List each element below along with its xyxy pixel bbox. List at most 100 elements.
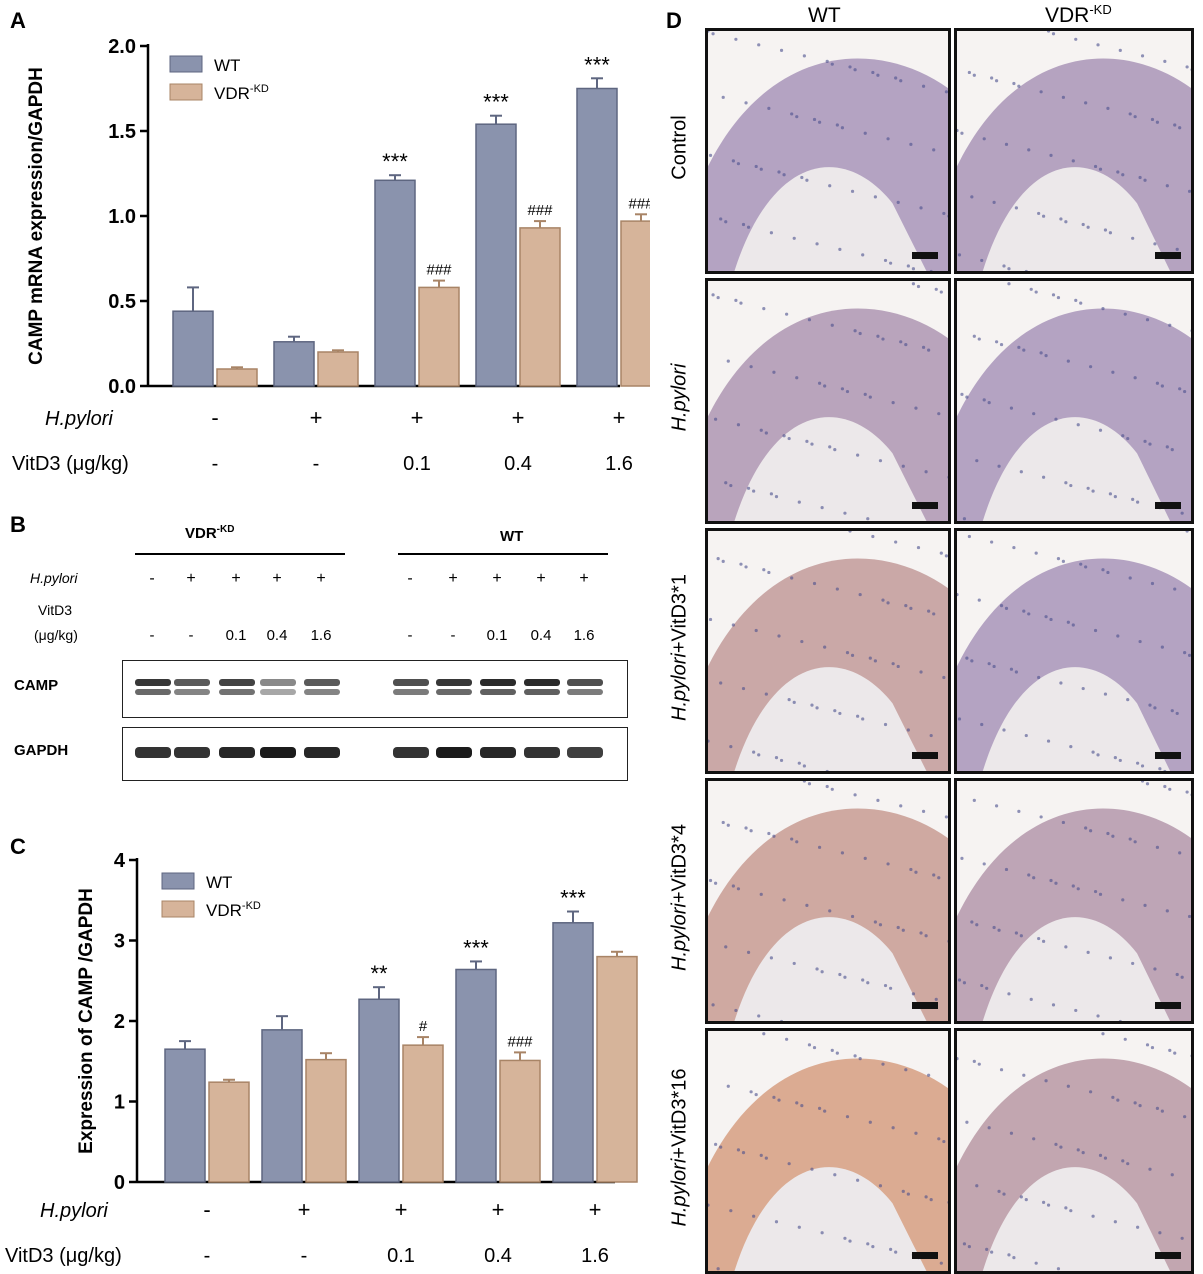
- y-tick-label: 0.5: [108, 291, 136, 313]
- blot-vitd3-label: VitD3: [38, 602, 72, 618]
- panel-letter-a: A: [10, 8, 26, 33]
- hpylori-row-label: H.pylori: [40, 1200, 108, 1222]
- significance-label: ###: [628, 195, 650, 212]
- blot-vitd3-value: 0.1: [486, 627, 508, 644]
- hpylori-value: +: [492, 1197, 505, 1222]
- histology-image-vdr-kd: [954, 778, 1194, 1024]
- legend-label: WT: [206, 873, 232, 892]
- gapdh-band: [304, 747, 340, 758]
- histology-image-wt: [705, 278, 951, 524]
- gapdh-band: [393, 747, 429, 758]
- vitd3-value: 1.6: [605, 453, 633, 475]
- scale-bar: [1155, 752, 1181, 759]
- gapdh-band: [219, 747, 255, 758]
- blot-vitd3-value: -: [450, 627, 456, 644]
- nuclei: [957, 781, 1191, 1021]
- camp-band-upper: [480, 679, 516, 686]
- tissue-section: [957, 781, 1191, 1021]
- histology-image-wt: [705, 528, 951, 774]
- tissue-section: [957, 1031, 1191, 1271]
- vitd3-value: -: [204, 1245, 211, 1267]
- histology-image-vdr-kd: [954, 278, 1194, 524]
- panel-letter-b: B: [10, 512, 26, 537]
- hpylori-value: -: [211, 405, 218, 430]
- significance-label: ***: [560, 886, 586, 911]
- histology-image-vdr-kd: [954, 1028, 1194, 1274]
- bar-wt: [374, 179, 416, 387]
- gapdh-band: [524, 747, 560, 758]
- blot-box-camp: [122, 660, 628, 718]
- significance-label: ###: [507, 1033, 533, 1050]
- blot-hpylori-value: +: [231, 570, 241, 587]
- blot-hpylori-value: -: [407, 570, 413, 587]
- gapdh-blot-bands: [135, 747, 603, 758]
- tissue-section: [957, 281, 1191, 521]
- y-tick-label: 1: [114, 1092, 125, 1114]
- significance-label: **: [370, 961, 388, 986]
- tissue-section: [957, 531, 1191, 771]
- y-tick-label: 1.0: [108, 206, 136, 228]
- submucosa-region: [734, 167, 927, 271]
- gapdh-band: [567, 747, 603, 758]
- legend-label: VDR-KD: [206, 900, 261, 920]
- camp-band-upper: [174, 679, 210, 686]
- camp-band-upper: [393, 679, 429, 686]
- histology-image-vdr-kd: [954, 528, 1194, 774]
- bar-vdr-kd: [620, 220, 650, 387]
- significance-label: ***: [483, 90, 509, 115]
- blot-vitd3-value: 1.6: [573, 627, 595, 644]
- hpylori-value: +: [298, 1197, 311, 1222]
- histology-image-vdr-kd: [954, 28, 1194, 274]
- histo-row-label: H.pylori+VitD3*4: [668, 824, 691, 971]
- blot-hpylori-value: +: [316, 570, 326, 587]
- chart-c: Expression of CAMP /GAPDH 0 1 2 3 4 - - + - ** # +0.…: [5, 850, 638, 1267]
- legend-swatch-vdr-kd: [161, 900, 195, 918]
- blot-hpylori-label: H.pylori: [30, 570, 78, 586]
- significance-label: ###: [426, 262, 452, 279]
- histology-image-wt: [705, 28, 951, 274]
- submucosa-region: [734, 417, 927, 521]
- bar-wt: [455, 968, 497, 1183]
- y-tick-label: 4: [114, 850, 126, 872]
- bar-wt: [475, 123, 517, 387]
- submucosa-region: [982, 917, 1171, 1021]
- camp-blot-bands: [135, 679, 603, 695]
- blot-vitd3-value: -: [407, 627, 413, 644]
- panel-letter-d: D: [666, 8, 682, 33]
- scale-bar: [912, 502, 938, 509]
- y-tick-label: 1.5: [108, 121, 136, 143]
- tissue-section: [708, 281, 948, 521]
- bar-vdr-kd: [216, 368, 258, 387]
- bar-wt: [273, 341, 315, 387]
- blot-vitd3-value: 0.1: [225, 627, 247, 644]
- blot-vitd3-value: -: [149, 627, 155, 644]
- hpylori-value: +: [613, 405, 626, 430]
- camp-band-upper: [219, 679, 255, 686]
- gapdh-band: [174, 747, 210, 758]
- significance-label: ***: [584, 52, 610, 77]
- camp-band-lower: [567, 689, 603, 695]
- tissue-section: [708, 31, 948, 271]
- histo-row-label: Control: [668, 115, 691, 180]
- hpylori-value: +: [411, 405, 424, 430]
- camp-band-upper: [260, 679, 296, 686]
- bar-vdr-kd: [596, 955, 638, 1183]
- tissue-section: [708, 781, 948, 1021]
- blot-hpylori-value: +: [579, 570, 589, 587]
- bar-vdr-kd: [499, 1059, 541, 1183]
- vitd3-value: 0.4: [484, 1245, 512, 1267]
- camp-band-lower: [219, 689, 255, 695]
- camp-band-lower: [436, 689, 472, 695]
- tissue-section: [708, 1031, 948, 1271]
- submucosa-region: [982, 167, 1171, 271]
- blot-hpylori-value: +: [492, 570, 502, 587]
- histology-panel: WT VDR-KD Control H.pylori H.pylori+VitD3*…: [660, 0, 1203, 1274]
- vitd3-value: -: [212, 453, 219, 475]
- nuclei: [957, 1032, 1191, 1271]
- nuclei: [957, 31, 1191, 271]
- blot-row-label-gapdh: GAPDH: [14, 742, 69, 759]
- vitd3-value: -: [301, 1245, 308, 1267]
- submucosa-region: [982, 417, 1171, 521]
- bar-wt: [164, 1048, 206, 1183]
- histo-col-wt: WT: [808, 4, 841, 27]
